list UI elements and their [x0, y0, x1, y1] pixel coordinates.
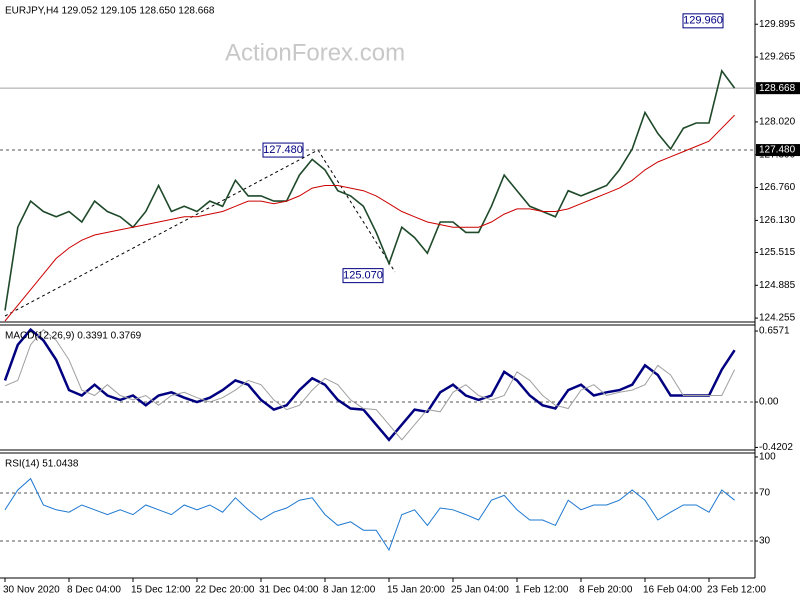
- annotation-box: [682, 13, 724, 29]
- trend-line: [4, 149, 319, 317]
- x-tick-label: 15 Jan 20:00: [387, 585, 445, 596]
- price-box-label: 128.668: [759, 83, 796, 94]
- annotation-label: 125.070: [343, 270, 383, 282]
- price-box-label: 127.480: [759, 145, 796, 156]
- y-tick-label: 129.265: [759, 52, 796, 63]
- y-tick-label: 100: [759, 452, 776, 463]
- frame: [0, 0, 756, 579]
- y-tick-label: 124.255: [759, 313, 796, 324]
- series-line: [4, 477, 735, 552]
- x-tick-label: 16 Feb 04:00: [643, 585, 702, 596]
- x-tick-label: 23 Feb 12:00: [707, 585, 766, 596]
- y-tick-label: 30: [759, 536, 771, 547]
- y-tick-label: 124.885: [759, 280, 796, 291]
- x-tick-label: 8 Dec 04:00: [67, 585, 121, 596]
- y-tick-label: 125.515: [759, 247, 796, 258]
- annotation-label: 127.480: [263, 144, 303, 156]
- series-line: [4, 69, 736, 311]
- y-tick-label: 126.130: [759, 215, 796, 226]
- y-tick-label: 128.020: [759, 117, 796, 128]
- y-tick-label: 0.6571: [759, 326, 790, 337]
- panel-title: RSI(14) 51.0438: [5, 459, 79, 470]
- y-tick-label: 126.760: [759, 182, 796, 193]
- y-tick-label: 129.895: [759, 19, 796, 30]
- x-tick-label: 8 Feb 20:00: [579, 585, 633, 596]
- watermark: ActionForex.com: [225, 39, 405, 66]
- series-line: [4, 328, 736, 441]
- annotation-label: 129.960: [683, 15, 723, 27]
- x-tick-label: 25 Jan 04:00: [451, 585, 509, 596]
- x-tick-label: 22 Dec 20:00: [195, 585, 255, 596]
- price-box: [756, 144, 800, 157]
- x-tick-label: 30 Nov 2020: [3, 585, 60, 596]
- panel-title: EURJPY,H4 129.052 129.105 128.650 128.66…: [5, 6, 215, 17]
- panel-title: MACD(12,26,9) 0.3391 0.3769: [5, 331, 142, 342]
- trend-line: [317, 149, 396, 273]
- y-tick-label: 70: [759, 488, 771, 499]
- annotation-box: [342, 268, 384, 284]
- x-tick-label: 1 Feb 12:00: [515, 585, 569, 596]
- y-tick-label: 0.00: [759, 397, 779, 408]
- x-tick-label: 31 Dec 04:00: [259, 585, 319, 596]
- annotation-box: [262, 142, 304, 158]
- x-tick-label: 8 Jan 12:00: [323, 585, 376, 596]
- y-tick-label: -0.4202: [759, 442, 793, 453]
- x-tick-label: 15 Dec 12:00: [131, 585, 191, 596]
- price-box: [756, 82, 800, 95]
- series-line: [4, 114, 735, 322]
